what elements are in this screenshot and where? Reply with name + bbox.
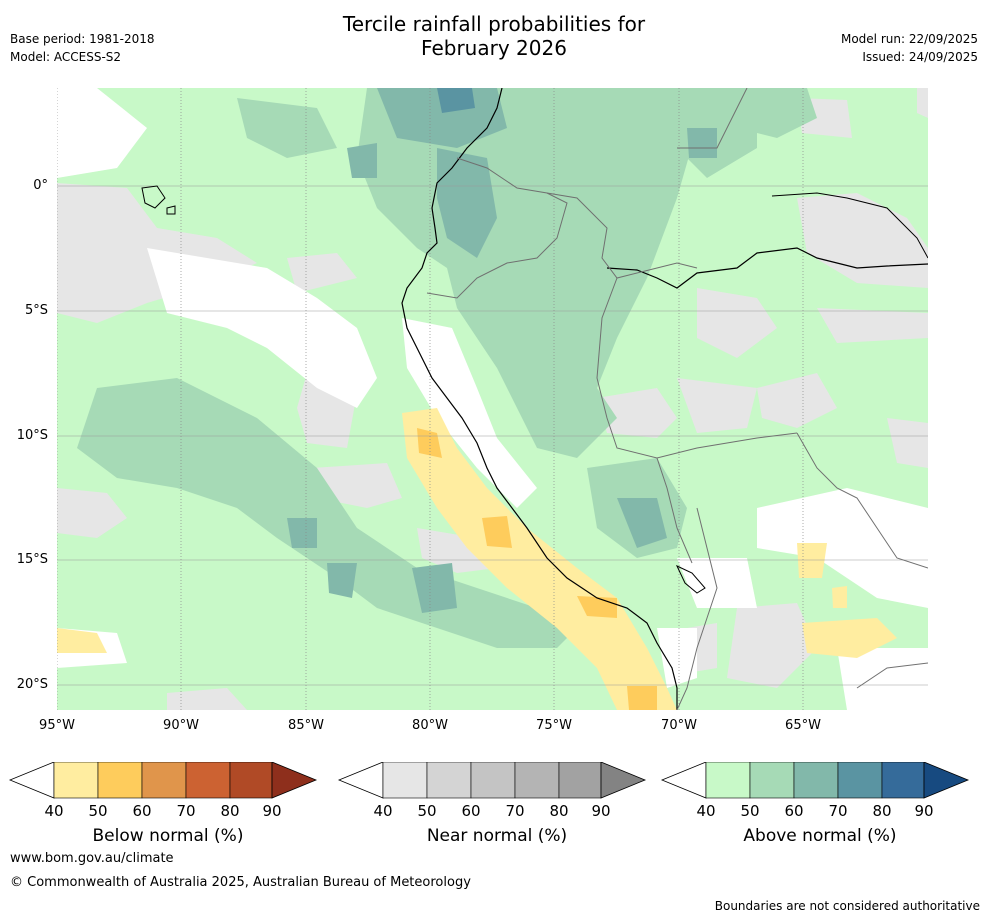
legend-near-normal: 40 50 60 70 80 90 Near normal (%): [337, 762, 657, 862]
tick-80: 80: [220, 802, 240, 820]
model-run: Model run: 22/09/2025: [840, 32, 978, 46]
colorbar-cell-3: [470, 762, 516, 799]
above-normal-60-70: [287, 88, 717, 613]
colorbar-head: [600, 762, 647, 799]
coastline: [401, 88, 678, 710]
lat-label-0: 0°: [33, 178, 48, 193]
colorbar-cell-1: [382, 762, 428, 799]
tick-80: 80: [549, 802, 569, 820]
colorbar-head: [271, 762, 318, 799]
legend-below-normal: 40 50 60 70 80 90 Below normal (%): [8, 762, 328, 862]
lon-label-70w: 70°W: [661, 718, 697, 733]
lon-label-80w: 80°W: [412, 718, 448, 733]
legend-label: Near normal (%): [426, 826, 568, 846]
model-name: Model: ACCESS-S2: [10, 50, 122, 64]
lon-label-90w: 90°W: [163, 718, 199, 733]
colorbar-head: [923, 762, 970, 799]
colorbar-cell-3: [141, 762, 187, 799]
bom-url[interactable]: www.bom.gov.au/climate: [10, 851, 174, 866]
tick-90: 90: [591, 802, 611, 820]
tick-40: 40: [696, 802, 716, 820]
copyright-text: © Commonwealth of Australia 2025, Austra…: [10, 875, 471, 890]
colorbar-tail: [337, 762, 384, 799]
tick-50: 50: [417, 802, 437, 820]
colorbar-cell-5: [881, 762, 925, 799]
above-normal-70-80: [437, 88, 475, 113]
title-line-1: Tercile rainfall probabilities for: [342, 12, 646, 36]
lat-label-5s: 5°S: [24, 303, 48, 318]
chart-title: Tercile rainfall probabilities for Febru…: [0, 12, 988, 60]
amazon-river: [606, 247, 928, 289]
lat-label-20s: 20°S: [16, 677, 48, 692]
colorbar-cell-2: [97, 762, 143, 799]
lake-titicaca: [675, 564, 706, 594]
legend-label: Above normal (%): [743, 826, 897, 846]
lon-label-65w: 65°W: [785, 718, 821, 733]
lon-label-75w: 75°W: [536, 718, 572, 733]
tick-80: 80: [872, 802, 892, 820]
below-normal-40-50: [57, 408, 897, 710]
tick-40: 40: [373, 802, 393, 820]
colorbar-cell-4: [185, 762, 231, 799]
colorbar-cell-5: [558, 762, 602, 799]
legend-label: Below normal (%): [92, 826, 244, 846]
title-line-2: February 2026: [421, 36, 567, 60]
colorbar-cell-5: [229, 762, 273, 799]
tick-40: 40: [44, 802, 64, 820]
tick-70: 70: [828, 802, 848, 820]
meta-right: Model run: 22/09/2025 Issued: 24/09/2025: [841, 30, 978, 66]
colorbar-near-normal: [337, 762, 647, 799]
river-north: [771, 192, 928, 259]
meta-left: Base period: 1981-2018 Model: ACCESS-S2: [10, 30, 155, 66]
lon-label-85w: 85°W: [288, 718, 324, 733]
colorbar-below-normal: [8, 762, 318, 799]
colorbar-cell-3: [793, 762, 839, 799]
colorbar-cell-4: [514, 762, 560, 799]
galapagos-islands: [141, 185, 176, 215]
tick-90: 90: [914, 802, 934, 820]
lat-label-15s: 15°S: [16, 552, 48, 567]
lat-label-10s: 10°S: [16, 428, 48, 443]
tick-50: 50: [88, 802, 108, 820]
colorbar-tail: [660, 762, 707, 799]
colorbar-tail: [8, 762, 55, 799]
tick-70: 70: [505, 802, 525, 820]
colorbar-cell-1: [53, 762, 99, 799]
tick-50: 50: [740, 802, 760, 820]
tick-60: 60: [461, 802, 481, 820]
colorbar-above-normal: [660, 762, 970, 799]
tick-70: 70: [176, 802, 196, 820]
base-period: Base period: 1981-2018: [10, 32, 155, 46]
country-borders: [426, 88, 928, 710]
lon-label-95w: 95°W: [39, 718, 75, 733]
colorbar-cell-4: [837, 762, 883, 799]
issued-date: Issued: 24/09/2025: [862, 50, 978, 64]
disclaimer-text: Boundaries are not considered authoritat…: [714, 899, 980, 913]
colorbar-cell-2: [426, 762, 472, 799]
legend-above-normal: 40 50 60 70 80 90 Above normal (%): [660, 762, 980, 862]
lat-gridlines: [57, 185, 928, 686]
rainfall-probability-map: [57, 88, 928, 710]
tick-60: 60: [784, 802, 804, 820]
tick-60: 60: [132, 802, 152, 820]
colorbar-cell-2: [749, 762, 795, 799]
colorbar-cell-1: [705, 762, 751, 799]
tick-90: 90: [262, 802, 282, 820]
